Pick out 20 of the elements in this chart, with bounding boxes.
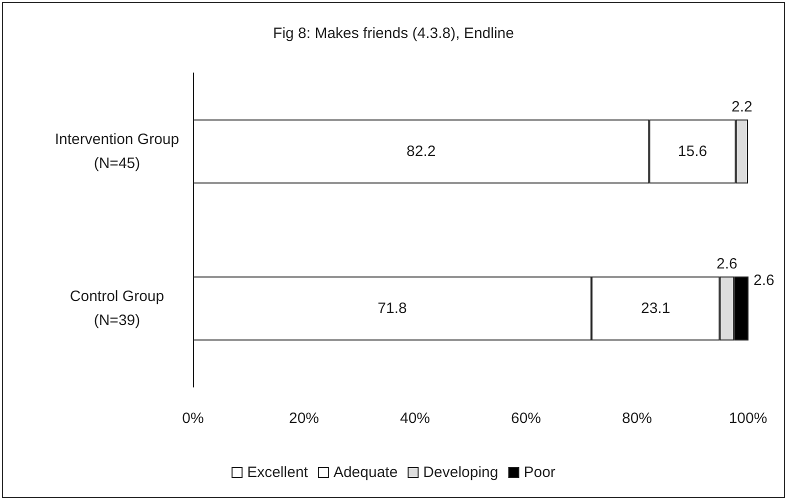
x-tick-label: 60% [510, 410, 542, 427]
data-label: 2.6 [754, 272, 774, 289]
legend-label: Adequate [333, 464, 398, 481]
chart-title: Fig 8: Makes friends (4.3.8), Endline [273, 25, 514, 42]
y-tick-label: Intervention Group (N=45) [54, 131, 180, 172]
x-tick-label: 20% [288, 410, 320, 427]
x-tick-label: 80% [622, 410, 652, 427]
legend-label: Excellent [247, 464, 309, 481]
x-tick-label: 40% [400, 410, 430, 427]
x-tick-label: 0% [182, 410, 204, 427]
data-label: 2.2 [731, 98, 752, 116]
data-label: 71.8 [378, 300, 407, 317]
legend-label: Poor [524, 464, 556, 481]
data-label: 23.1 [640, 300, 670, 317]
data-label: 82.2 [406, 143, 436, 160]
data-label: 15.6 [678, 143, 708, 160]
legend-label: Developing [423, 464, 498, 481]
data-label: 2.6 [716, 256, 738, 272]
y-tick-label: Control Group (N=39) [70, 288, 164, 329]
x-tick-label: 100% [728, 410, 768, 427]
